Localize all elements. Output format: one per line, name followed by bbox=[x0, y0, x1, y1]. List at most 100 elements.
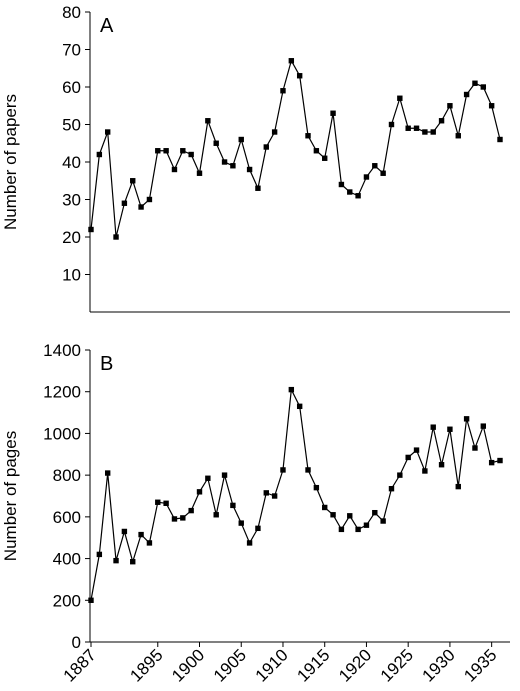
y-tick-label: 0 bbox=[72, 633, 81, 652]
marker bbox=[96, 551, 103, 558]
marker bbox=[497, 136, 503, 143]
marker bbox=[413, 447, 420, 453]
marker bbox=[413, 125, 420, 131]
marker bbox=[372, 163, 378, 169]
marker bbox=[322, 155, 328, 161]
marker bbox=[280, 467, 286, 473]
marker bbox=[146, 540, 153, 546]
marker bbox=[155, 148, 161, 154]
marker bbox=[338, 526, 345, 533]
marker bbox=[171, 516, 178, 522]
marker bbox=[180, 148, 186, 154]
marker bbox=[380, 518, 386, 524]
marker bbox=[430, 129, 436, 135]
marker bbox=[455, 133, 461, 139]
x-tick-label: 1887 bbox=[60, 645, 100, 685]
marker bbox=[355, 526, 361, 533]
marker bbox=[405, 125, 411, 131]
line bbox=[90, 387, 501, 601]
marker bbox=[163, 500, 169, 506]
marker bbox=[313, 148, 320, 154]
y-tick-label: 600 bbox=[53, 508, 81, 527]
marker bbox=[455, 483, 461, 490]
marker bbox=[338, 181, 345, 188]
marker bbox=[280, 88, 286, 94]
marker bbox=[397, 472, 403, 478]
y-tick-label: 80 bbox=[62, 3, 81, 22]
marker bbox=[480, 84, 487, 90]
marker bbox=[196, 170, 203, 176]
marker bbox=[271, 493, 278, 499]
marker bbox=[230, 163, 236, 169]
panel-label: B bbox=[100, 353, 113, 375]
marker bbox=[447, 103, 453, 109]
marker bbox=[430, 424, 436, 430]
marker bbox=[121, 528, 128, 535]
y-tick-label: 50 bbox=[62, 116, 81, 135]
marker bbox=[113, 557, 119, 564]
marker bbox=[221, 159, 228, 165]
x-tick-label: 1900 bbox=[168, 645, 208, 685]
marker bbox=[196, 489, 203, 495]
marker bbox=[138, 531, 144, 538]
marker bbox=[438, 118, 445, 124]
marker bbox=[422, 468, 428, 474]
marker bbox=[388, 121, 395, 128]
y-tick-label: 40 bbox=[62, 153, 81, 172]
marker bbox=[255, 185, 261, 191]
y-axis-label: Number of pages bbox=[1, 431, 20, 561]
y-tick-label: 20 bbox=[62, 228, 81, 247]
y-tick-label: 1400 bbox=[43, 341, 81, 360]
x-tick-label: 1935 bbox=[460, 645, 500, 685]
marker bbox=[405, 454, 411, 461]
marker bbox=[296, 403, 303, 410]
marker bbox=[205, 475, 211, 481]
marker bbox=[188, 507, 194, 514]
y-tick-label: 200 bbox=[53, 591, 81, 610]
x-tick-label: 1910 bbox=[252, 645, 292, 685]
marker bbox=[380, 170, 386, 176]
marker bbox=[238, 520, 244, 526]
marker bbox=[330, 512, 336, 518]
marker bbox=[330, 110, 336, 116]
y-tick-label: 800 bbox=[53, 466, 81, 485]
marker bbox=[463, 91, 470, 98]
x-tick-label: 1925 bbox=[377, 645, 417, 685]
marker bbox=[88, 597, 94, 603]
marker bbox=[96, 151, 103, 158]
marker bbox=[263, 144, 269, 150]
marker bbox=[463, 416, 470, 422]
marker bbox=[130, 178, 136, 184]
marker bbox=[480, 423, 487, 429]
marker bbox=[472, 80, 478, 86]
y-tick-label: 30 bbox=[62, 191, 81, 210]
y-tick-label: 60 bbox=[62, 78, 81, 97]
marker bbox=[347, 513, 353, 519]
marker bbox=[121, 200, 128, 206]
y-tick-label: 1000 bbox=[43, 424, 81, 443]
marker bbox=[488, 459, 495, 466]
marker bbox=[372, 509, 378, 516]
marker bbox=[355, 193, 361, 199]
marker bbox=[296, 73, 303, 79]
x-tick-label: 1905 bbox=[210, 645, 250, 685]
marker bbox=[213, 512, 219, 518]
marker bbox=[138, 204, 144, 210]
marker bbox=[255, 525, 261, 532]
marker bbox=[363, 522, 370, 528]
y-axis-label: Number of papers bbox=[1, 94, 20, 230]
y-tick-label: 70 bbox=[62, 41, 81, 60]
marker bbox=[88, 226, 94, 233]
marker bbox=[246, 540, 253, 546]
marker bbox=[388, 486, 395, 492]
x-tick-label: 1920 bbox=[335, 645, 375, 685]
marker bbox=[246, 166, 253, 173]
panel-label: A bbox=[100, 15, 114, 37]
marker bbox=[213, 140, 219, 146]
marker bbox=[497, 457, 503, 464]
marker bbox=[472, 445, 478, 451]
marker bbox=[221, 472, 228, 478]
marker bbox=[347, 189, 353, 195]
line bbox=[90, 59, 501, 238]
